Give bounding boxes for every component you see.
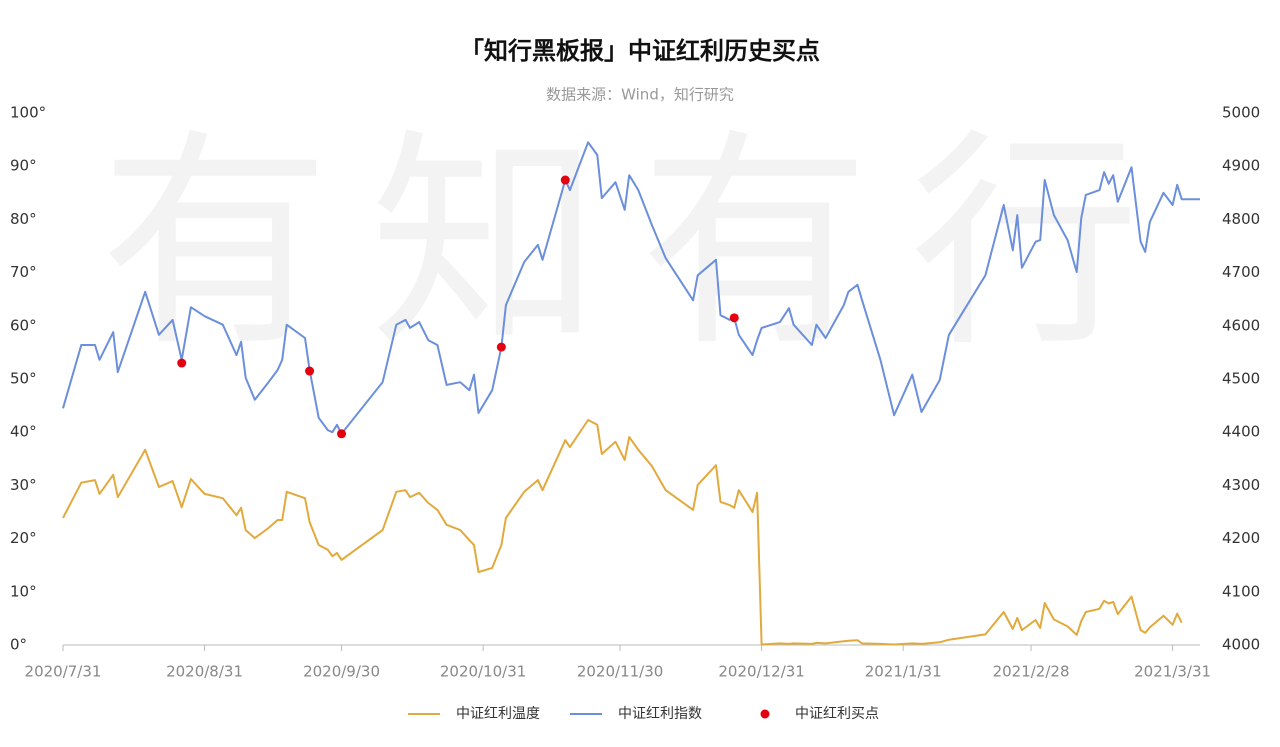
y2-tick-label: 4500 xyxy=(1222,370,1260,388)
x-tick-label: 2020/11/30 xyxy=(577,663,663,681)
buy-point xyxy=(305,366,315,376)
y-tick-label: 60° xyxy=(10,316,37,334)
buy-point xyxy=(496,342,506,352)
legend-label: 中证红利温度 xyxy=(456,706,540,722)
y-tick-label: 20° xyxy=(10,529,37,547)
x-tick-label: 2021/1/31 xyxy=(865,663,942,681)
chart-title: 「知行黑板报」中证红利历史买点 xyxy=(460,37,820,65)
y-tick-label: 40° xyxy=(10,423,37,441)
y2-tick-label: 5000 xyxy=(1222,104,1260,122)
chart-subtitle: 数据来源：Wind，知行研究 xyxy=(546,86,734,104)
x-tick-label: 2021/2/28 xyxy=(993,663,1070,681)
y2-tick-label: 4200 xyxy=(1222,529,1260,547)
buy-point xyxy=(560,175,570,185)
y-tick-label: 50° xyxy=(10,370,37,388)
x-tick-label: 2021/3/31 xyxy=(1134,663,1211,681)
y-tick-label: 10° xyxy=(10,582,37,600)
watermark: 有知有行 xyxy=(100,111,1180,378)
y2-tick-label: 4000 xyxy=(1222,636,1260,654)
y-tick-label: 80° xyxy=(10,210,37,228)
buy-point xyxy=(177,358,187,368)
x-tick-label: 2020/8/31 xyxy=(166,663,243,681)
y2-tick-label: 4900 xyxy=(1222,157,1260,175)
y2-tick-label: 4800 xyxy=(1222,210,1260,228)
y2-tick-label: 4100 xyxy=(1222,582,1260,600)
y-tick-label: 100° xyxy=(10,104,46,122)
y2-tick-label: 4700 xyxy=(1222,263,1260,281)
x-tick-label: 2020/12/31 xyxy=(718,663,804,681)
legend-label: 中证红利买点 xyxy=(795,706,879,722)
y-tick-label: 70° xyxy=(10,263,37,281)
y2-tick-label: 4300 xyxy=(1222,476,1260,494)
buy-point xyxy=(337,429,347,439)
y2-tick-label: 4600 xyxy=(1222,316,1260,334)
x-tick-label: 2020/10/31 xyxy=(440,663,526,681)
series-line xyxy=(62,141,1200,435)
y-tick-label: 90° xyxy=(10,157,37,175)
series-line xyxy=(62,419,1183,646)
legend-label: 中证红利指数 xyxy=(618,706,702,722)
legend-marker xyxy=(760,709,770,719)
y-tick-label: 30° xyxy=(10,476,37,494)
buy-point xyxy=(729,313,739,323)
x-tick-label: 2020/9/30 xyxy=(303,663,380,681)
y-tick-label: 0° xyxy=(10,636,27,654)
x-tick-label: 2020/7/31 xyxy=(25,663,102,681)
y2-tick-label: 4400 xyxy=(1222,423,1260,441)
